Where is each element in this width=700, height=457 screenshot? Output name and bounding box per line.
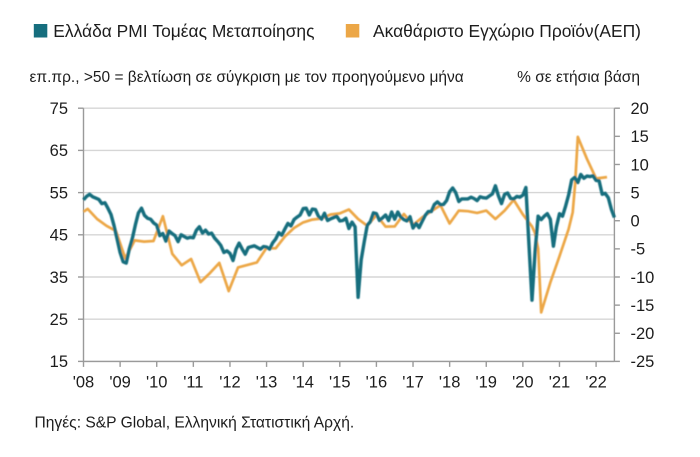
svg-text:'12: '12 — [219, 374, 241, 392]
svg-text:'09: '09 — [109, 374, 131, 392]
svg-text:'21: '21 — [549, 374, 571, 392]
svg-text:Ελλάδα PMI Τομέας Μεταποίησης: Ελλάδα PMI Τομέας Μεταποίησης — [53, 21, 314, 41]
svg-text:επ.πρ., >50 = βελτίωση σε σύγκ: επ.πρ., >50 = βελτίωση σε σύγκριση με το… — [30, 69, 464, 86]
svg-text:'20: '20 — [512, 374, 534, 392]
svg-text:-25: -25 — [631, 353, 655, 371]
svg-text:15: 15 — [631, 128, 649, 146]
svg-text:10: 10 — [631, 156, 649, 174]
svg-text:55: 55 — [50, 184, 68, 202]
svg-text:5: 5 — [631, 184, 640, 202]
svg-text:'10: '10 — [146, 374, 168, 392]
svg-text:20: 20 — [631, 100, 649, 118]
svg-text:'22: '22 — [585, 374, 607, 392]
svg-text:25: 25 — [50, 311, 68, 329]
svg-text:Ακαθάριστο Εγχώριο Προϊόν(ΑΕΠ): Ακαθάριστο Εγχώριο Προϊόν(ΑΕΠ) — [373, 21, 641, 41]
svg-text:45: 45 — [50, 227, 68, 245]
svg-text:75: 75 — [50, 100, 68, 118]
svg-text:Πηγές: S&P Global, Ελληνική Στ: Πηγές: S&P Global, Ελληνική Στατιστική Α… — [35, 415, 355, 432]
svg-text:'16: '16 — [366, 374, 388, 392]
svg-text:'19: '19 — [475, 374, 497, 392]
svg-text:% σε ετήσια βάση: % σε ετήσια βάση — [517, 69, 640, 86]
svg-text:-20: -20 — [631, 325, 655, 343]
svg-text:-15: -15 — [631, 297, 655, 315]
svg-text:-10: -10 — [631, 269, 655, 287]
svg-text:0: 0 — [631, 213, 640, 231]
svg-text:'13: '13 — [256, 374, 278, 392]
svg-text:-5: -5 — [631, 241, 646, 259]
svg-text:65: 65 — [50, 142, 68, 160]
svg-text:'14: '14 — [292, 374, 314, 392]
svg-text:'17: '17 — [402, 374, 424, 392]
svg-text:'08: '08 — [73, 374, 95, 392]
svg-text:'18: '18 — [439, 374, 461, 392]
svg-text:15: 15 — [50, 353, 68, 371]
svg-text:'11: '11 — [183, 374, 203, 392]
svg-text:'15: '15 — [329, 374, 351, 392]
svg-text:35: 35 — [50, 269, 68, 287]
